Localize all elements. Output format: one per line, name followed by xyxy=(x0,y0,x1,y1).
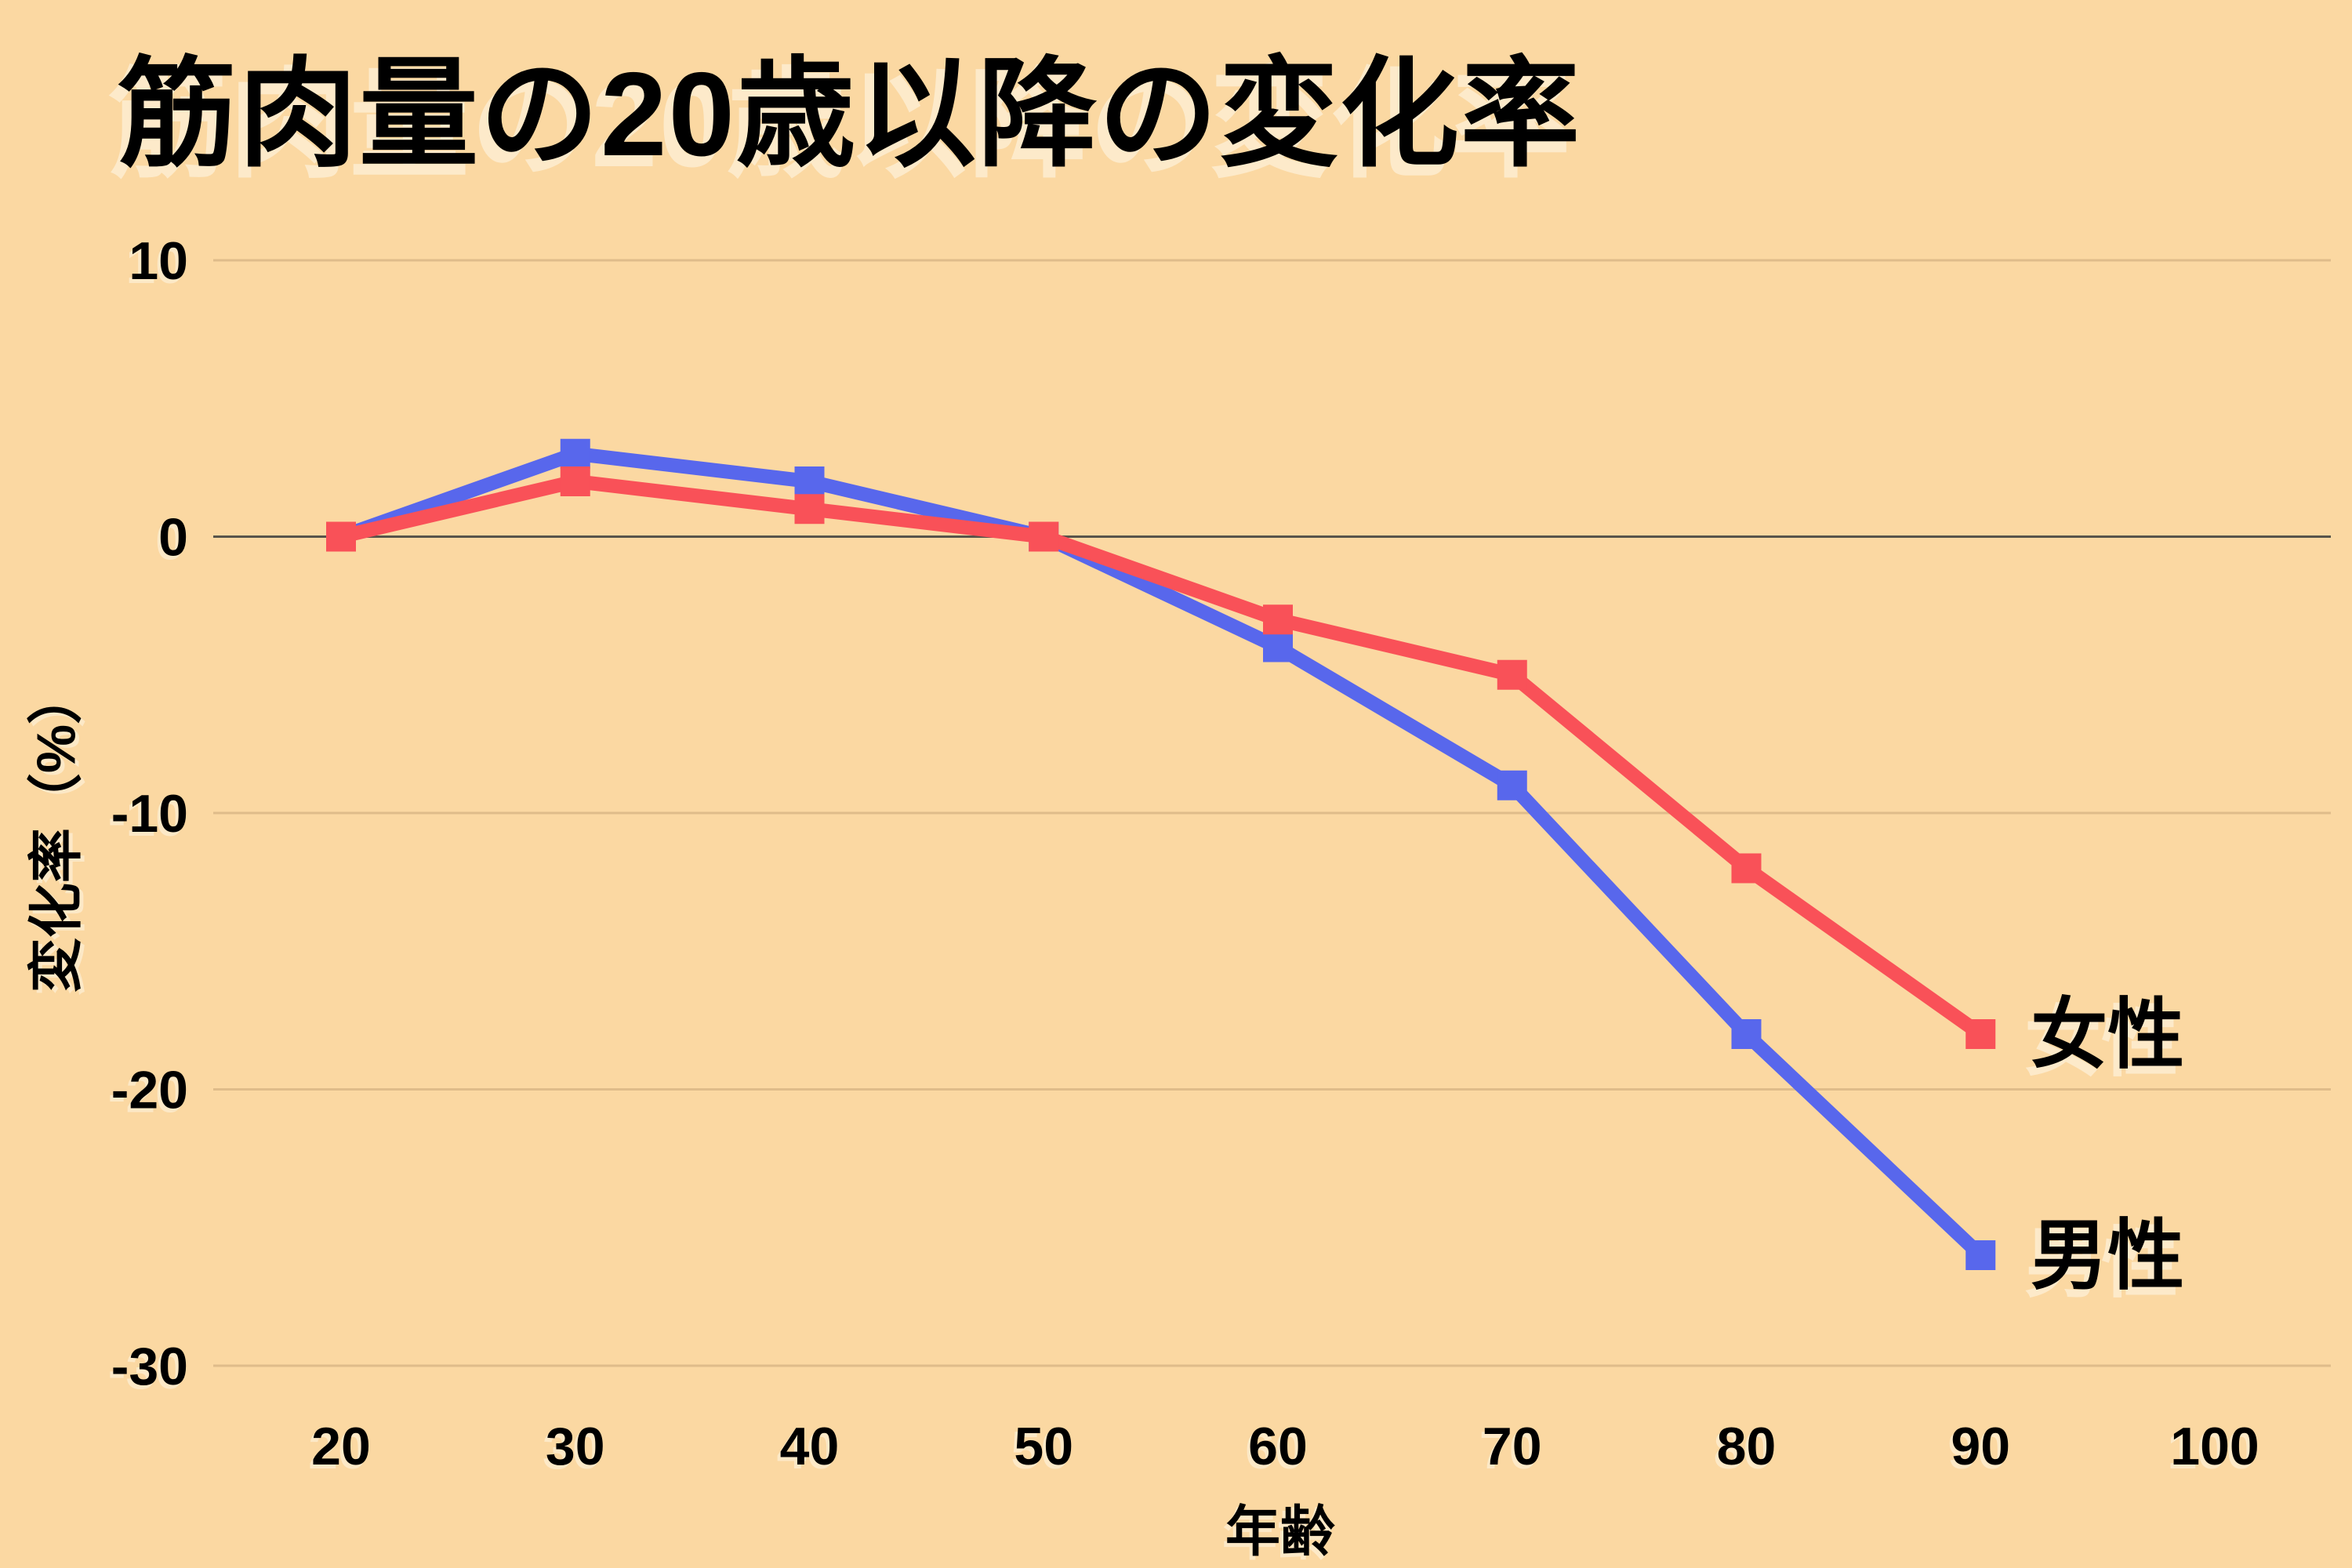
data-point-marker-女性 xyxy=(1497,659,1527,690)
x-tick-label: 20 xyxy=(311,1417,371,1476)
legend-label-男性: 男性 xyxy=(2031,1212,2184,1298)
data-point-marker-女性 xyxy=(1263,604,1293,635)
series-line-女性 xyxy=(339,474,1985,1040)
x-tick-label: 50 xyxy=(1014,1417,1073,1476)
data-point-marker-女性 xyxy=(794,494,825,524)
data-point-marker-男性 xyxy=(1965,1240,1996,1270)
y-tick-label: -10 xyxy=(111,784,188,844)
y-axis-label: 変化率（%） xyxy=(25,669,87,993)
data-point-marker-女性 xyxy=(560,466,590,496)
y-tick-label: 10 xyxy=(129,231,188,291)
data-point-marker-女性 xyxy=(1731,853,1762,884)
legend-label-女性: 女性 xyxy=(2031,991,2184,1077)
x-tick-label: 40 xyxy=(780,1417,840,1476)
x-tick-label: 30 xyxy=(546,1417,605,1476)
x-tick-label: 90 xyxy=(1951,1417,2010,1476)
data-point-marker-男性 xyxy=(560,438,590,469)
data-point-marker-男性 xyxy=(794,466,825,496)
data-point-marker-男性 xyxy=(1497,770,1527,800)
chart-title: 筋肉量の20歳以降の変化率 xyxy=(118,48,1582,181)
data-point-marker-男性 xyxy=(1731,1019,1762,1049)
x-tick-label: 60 xyxy=(1248,1417,1308,1476)
y-tick-label: 0 xyxy=(158,508,188,568)
data-point-marker-女性 xyxy=(1029,521,1059,552)
x-tick-label: 100 xyxy=(2170,1417,2259,1476)
series-line-男性 xyxy=(338,446,1986,1261)
x-axis-label: 年齢 xyxy=(1225,1501,1335,1563)
y-tick-label: -30 xyxy=(111,1337,188,1396)
x-tick-label: 70 xyxy=(1483,1417,1542,1476)
x-tick-label: 80 xyxy=(1717,1417,1777,1476)
data-point-marker-男性 xyxy=(1263,632,1293,662)
data-point-marker-女性 xyxy=(1965,1019,1996,1049)
y-tick-label: -20 xyxy=(111,1061,188,1120)
data-point-marker-女性 xyxy=(326,521,356,552)
